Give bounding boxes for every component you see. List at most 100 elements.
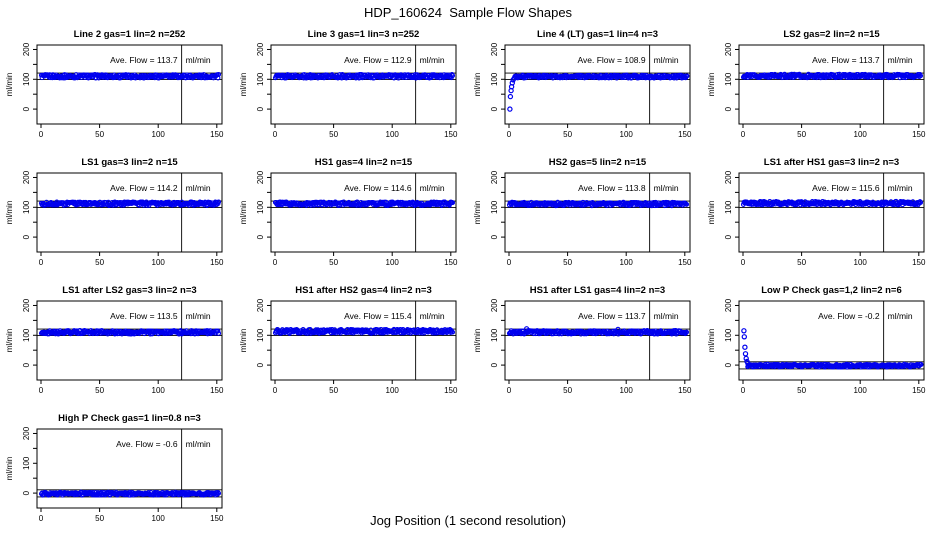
startup-point: [742, 344, 748, 350]
subplot-title: LS1 after HS1 gas=3 lin=2 n=3: [764, 157, 899, 168]
startup-point: [509, 80, 516, 86]
data-points: [740, 198, 924, 208]
subplot-ls1-after-ls2-gas-3-lin-2-n-3: LS1 after LS2 gas=3 lin=2 n=3 Ave. Flow =…: [5, 285, 224, 395]
subplot-title: High P Check gas=1 lin=0.8 n=3: [58, 413, 201, 424]
y-tick-label: 200: [22, 426, 31, 440]
subplot-title: HS1 gas=4 lin=2 n=15: [315, 157, 413, 168]
x-tick-label: 100: [620, 130, 634, 139]
subplot-title: HS1 after HS2 gas=4 lin=2 n=3: [295, 285, 432, 296]
x-tick-label: 50: [95, 258, 104, 267]
ave-flow-value: Ave. Flow = -0.2: [818, 311, 880, 321]
y-tick-label: 100: [724, 328, 733, 342]
x-tick-label: 50: [95, 514, 104, 523]
y-tick-label: 0: [256, 106, 265, 111]
plot-box: [738, 300, 925, 381]
x-tick-label: 100: [386, 258, 400, 267]
plot-cell-line-2-gas-1-lin-2-n-252: Line 2 gas=1 lin=2 n=252 Ave. Flow = 113.…: [0, 20, 234, 148]
data-points: [272, 326, 456, 336]
y-tick-label: 0: [22, 234, 31, 239]
plot-box: [504, 172, 691, 253]
startup-point: [507, 106, 513, 112]
x-tick-label: 0: [507, 130, 512, 139]
plot-box: [270, 44, 457, 125]
y-axis-label: ml/min: [473, 73, 482, 97]
startup-point: [741, 328, 747, 334]
x-tick-label: 150: [912, 130, 926, 139]
y-tick-label: 200: [490, 42, 499, 56]
y-tick-label: 0: [22, 106, 31, 111]
y-axis-label: ml/min: [707, 329, 716, 353]
y-axis-label: ml/min: [5, 201, 14, 225]
x-tick-label: 100: [386, 130, 400, 139]
ave-flow-value: Ave. Flow = 115.4: [344, 311, 412, 321]
x-tick-label: 50: [95, 386, 104, 395]
subplot-high-p-check-gas-1-lin-0-8-n-3: High P Check gas=1 lin=0.8 n=3 Ave. Flow …: [5, 413, 224, 523]
data-points: [38, 328, 222, 337]
x-tick-label: 50: [797, 386, 806, 395]
ave-flow-value: Ave. Flow = 113.7: [812, 55, 880, 65]
y-tick-label: 0: [724, 362, 733, 367]
y-axis-label: ml/min: [707, 201, 716, 225]
x-tick-label: 100: [386, 386, 400, 395]
plot-cell-line-4-lt-gas-1-lin-4-n-3: Line 4 (LT) gas=1 lin=4 n=3 Ave. Flow = 1…: [468, 20, 702, 148]
x-tick-label: 100: [152, 258, 166, 267]
startup-point: [742, 351, 749, 357]
subplot-hs1-after-hs2-gas-4-lin-2-n-3: HS1 after HS2 gas=4 lin=2 n=3 Ave. Flow =…: [239, 285, 458, 395]
y-tick-label: 200: [724, 170, 733, 184]
x-tick-label: 0: [273, 386, 278, 395]
startup-point: [511, 75, 518, 81]
plot-cell-hs1-gas-4-lin-2-n-15: HS1 gas=4 lin=2 n=15 Ave. Flow = 114.6 ml/…: [234, 148, 468, 276]
x-tick-label: 150: [444, 386, 458, 395]
ave-flow-value: Ave. Flow = 115.6: [812, 183, 880, 193]
x-tick-label: 150: [210, 130, 224, 139]
x-tick-label: 150: [210, 258, 224, 267]
subplot-ls1-gas-3-lin-2-n-15: LS1 gas=3 lin=2 n=15 Ave. Flow = 114.2 ml/…: [5, 157, 224, 267]
y-axis-label: ml/min: [239, 201, 248, 225]
subplot-line-3-gas-1-lin-3-n-252: Line 3 gas=1 lin=3 n=252 Ave. Flow = 112.…: [239, 29, 458, 139]
x-tick-label: 0: [273, 130, 278, 139]
plot-box: [504, 300, 691, 381]
ave-flow-unit: ml/min: [186, 183, 211, 193]
ave-flow-unit: ml/min: [420, 55, 445, 65]
x-tick-label: 50: [797, 130, 806, 139]
y-tick-label: 0: [490, 106, 499, 111]
subplot-title: LS1 after LS2 gas=3 lin=2 n=3: [62, 285, 196, 296]
ave-flow-value: Ave. Flow = 114.6: [344, 183, 412, 193]
x-tick-label: 150: [912, 258, 926, 267]
y-tick-label: 0: [490, 234, 499, 239]
subplot-line-4-lt-gas-1-lin-4-n-3: Line 4 (LT) gas=1 lin=4 n=3 Ave. Flow = 1…: [473, 29, 692, 139]
startup-point: [741, 334, 748, 340]
ave-flow-unit: ml/min: [186, 55, 211, 65]
startup-point: [743, 355, 749, 362]
y-axis-label: ml/min: [5, 73, 14, 97]
plot-box: [738, 44, 925, 125]
subplot-ls1-after-hs1-gas-3-lin-2-n-3: LS1 after HS1 gas=3 lin=2 n=3 Ave. Flow =…: [707, 157, 926, 267]
plot-cell-hs2-gas-5-lin-2-n-15: HS2 gas=5 lin=2 n=15 Ave. Flow = 113.8 ml/…: [468, 148, 702, 276]
startup-point: [745, 360, 751, 367]
plot-box: [36, 172, 223, 253]
plot-box: [36, 300, 223, 381]
plot-box: [36, 44, 223, 125]
x-tick-label: 100: [152, 514, 166, 523]
y-tick-label: 100: [490, 328, 499, 342]
data-points: [272, 199, 456, 208]
y-tick-label: 100: [22, 72, 31, 86]
y-tick-label: 100: [256, 200, 265, 214]
x-tick-label: 0: [39, 514, 44, 523]
y-axis-label: ml/min: [239, 73, 248, 97]
subplot-title: Low P Check gas=1,2 lin=2 n=6: [761, 285, 902, 296]
subplot-hs1-after-ls1-gas-4-lin-2-n-3: HS1 after LS1 gas=4 lin=2 n=3 Ave. Flow =…: [473, 285, 692, 395]
ave-flow-value: Ave. Flow = 108.9: [578, 55, 646, 65]
ave-flow-unit: ml/min: [420, 311, 445, 321]
y-axis-label: ml/min: [707, 73, 716, 97]
y-tick-label: 100: [490, 200, 499, 214]
subplot-title: LS1 gas=3 lin=2 n=15: [81, 157, 178, 168]
y-axis-label: ml/min: [473, 329, 482, 353]
x-tick-label: 100: [854, 386, 868, 395]
ave-flow-unit: ml/min: [888, 311, 913, 321]
y-tick-label: 200: [22, 42, 31, 56]
x-tick-label: 150: [210, 386, 224, 395]
plot-cell-hs1-after-hs2-gas-4-lin-2-n-3: HS1 after HS2 gas=4 lin=2 n=3 Ave. Flow =…: [234, 276, 468, 404]
ave-flow-unit: ml/min: [186, 439, 211, 449]
x-tick-label: 150: [444, 130, 458, 139]
